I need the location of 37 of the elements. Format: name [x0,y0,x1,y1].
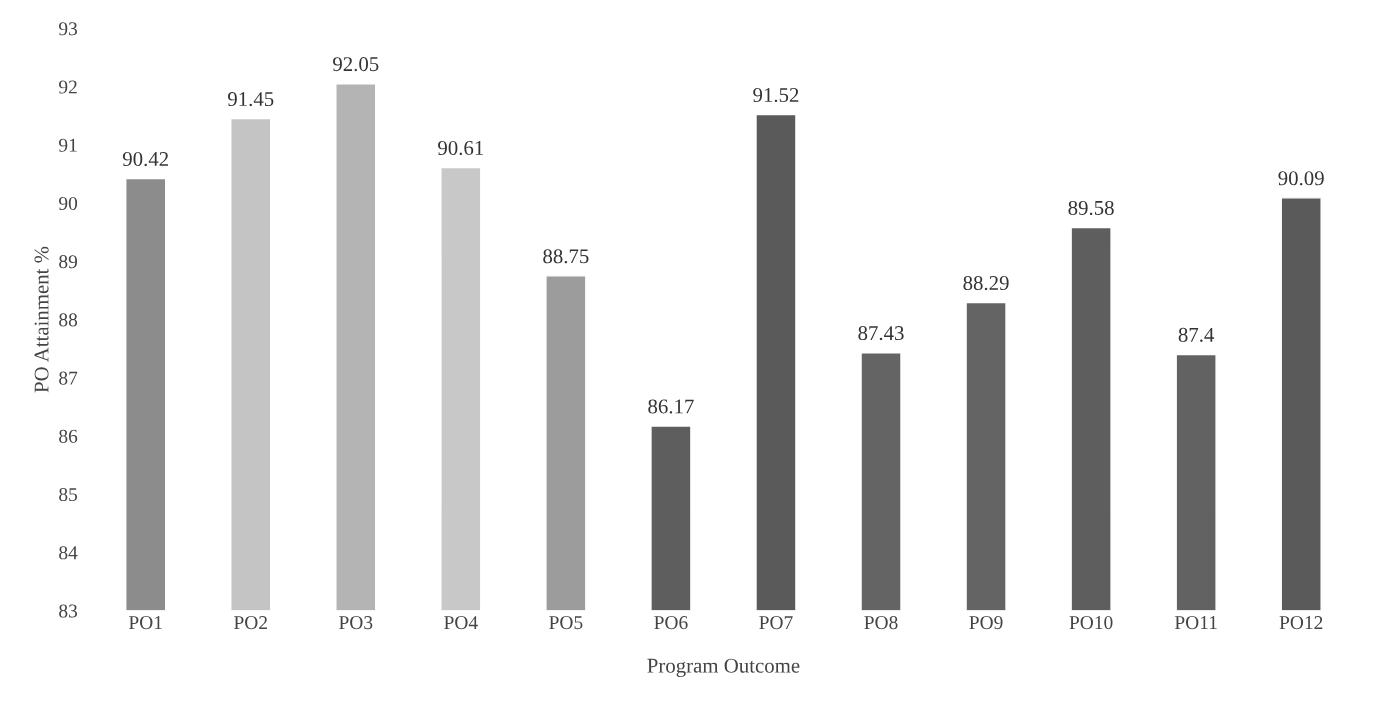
data-label: 90.42 [122,151,168,167]
data-label: 87.4 [1178,327,1215,342]
y-tick-label: 90 [59,196,78,210]
x-axis-title: Program Outcome [647,658,800,677]
x-tick-label: PO3 [339,616,373,630]
data-label: 86.17 [648,399,694,414]
y-tick-label: 88 [59,313,78,327]
data-label: 87.43 [858,326,904,341]
y-tick-label: 92 [59,80,77,94]
x-tick-label: PO11 [1174,616,1217,630]
x-tick-label: PO12 [1279,616,1323,630]
y-tick-label: 87 [59,371,78,385]
x-tick-label: PO7 [759,616,793,630]
x-tick-label: PO5 [549,616,583,630]
data-label: 91.52 [753,88,799,103]
data-label: 91.45 [227,92,274,107]
y-tick-label: 86 [59,429,78,443]
y-tick-label: 83 [59,604,78,618]
y-tick-label: 84 [59,546,78,560]
data-label: 92.05 [333,57,379,72]
y-tick-label: 85 [59,487,78,502]
x-tick-label: PO10 [1069,616,1113,630]
x-tick-label: PO2 [234,616,267,630]
x-tick-label: PO6 [654,616,688,630]
x-tick-label: PO4 [444,616,478,630]
data-label: 90.09 [1278,171,1324,186]
data-label: 90.61 [438,140,484,156]
y-tick-label: 91 [59,138,77,152]
x-tick-label: PO1 [128,616,162,630]
y-axis-title: PO Attainment % [34,246,49,393]
y-tick-label: 93 [59,22,78,36]
data-label: 88.75 [543,249,589,264]
data-label: 89.58 [1068,200,1114,216]
x-tick-label: PO8 [864,616,898,630]
x-tick-label: PO9 [969,616,1003,630]
data-label: 88.29 [963,275,1009,291]
y-tick-label: 89 [59,255,78,269]
